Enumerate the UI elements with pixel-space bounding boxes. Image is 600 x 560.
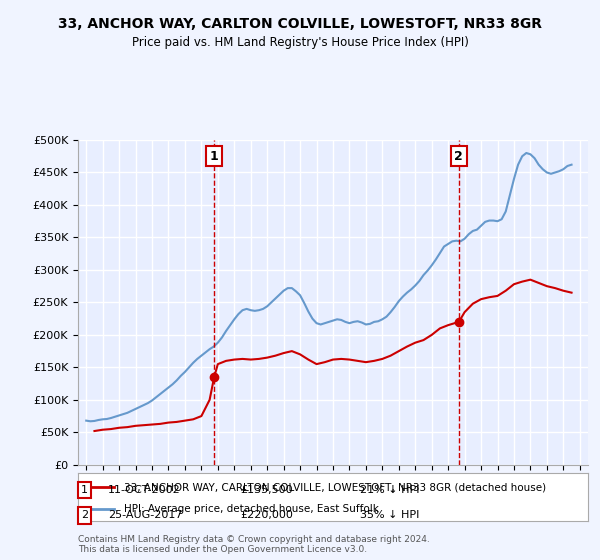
Text: £135,500: £135,500 <box>240 485 293 495</box>
Text: 25-AUG-2017: 25-AUG-2017 <box>108 510 182 520</box>
Text: £220,000: £220,000 <box>240 510 293 520</box>
Text: 33, ANCHOR WAY, CARLTON COLVILLE, LOWESTOFT, NR33 8GR (detached house): 33, ANCHOR WAY, CARLTON COLVILLE, LOWEST… <box>124 483 546 492</box>
Text: 2: 2 <box>454 150 463 163</box>
Text: HPI: Average price, detached house, East Suffolk: HPI: Average price, detached house, East… <box>124 504 379 514</box>
Text: 11-OCT-2002: 11-OCT-2002 <box>108 485 181 495</box>
Text: 2: 2 <box>81 510 88 520</box>
Text: Price paid vs. HM Land Registry's House Price Index (HPI): Price paid vs. HM Land Registry's House … <box>131 36 469 49</box>
Text: 35% ↓ HPI: 35% ↓ HPI <box>360 510 419 520</box>
Text: 21% ↓ HPI: 21% ↓ HPI <box>360 485 419 495</box>
Text: Contains HM Land Registry data © Crown copyright and database right 2024.
This d: Contains HM Land Registry data © Crown c… <box>78 535 430 554</box>
Text: 1: 1 <box>81 485 88 495</box>
Text: 1: 1 <box>210 150 218 163</box>
Text: 33, ANCHOR WAY, CARLTON COLVILLE, LOWESTOFT, NR33 8GR: 33, ANCHOR WAY, CARLTON COLVILLE, LOWEST… <box>58 17 542 31</box>
